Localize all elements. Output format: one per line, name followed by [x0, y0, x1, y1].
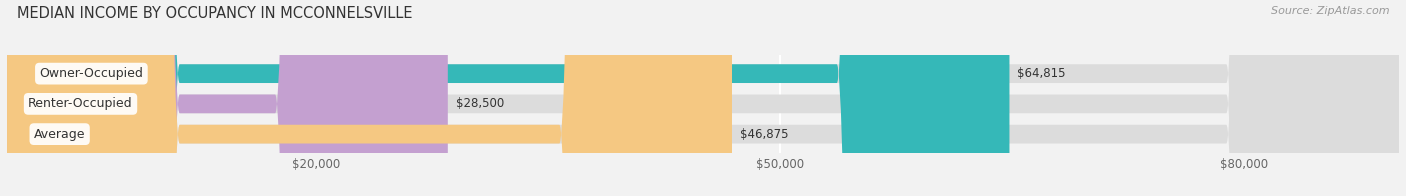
Text: Average: Average	[34, 128, 86, 141]
FancyBboxPatch shape	[7, 0, 1399, 196]
Text: $46,875: $46,875	[740, 128, 789, 141]
FancyBboxPatch shape	[7, 0, 1399, 196]
FancyBboxPatch shape	[7, 0, 447, 196]
Text: Source: ZipAtlas.com: Source: ZipAtlas.com	[1271, 6, 1389, 16]
Text: $28,500: $28,500	[456, 97, 503, 110]
FancyBboxPatch shape	[7, 0, 733, 196]
FancyBboxPatch shape	[7, 0, 1399, 196]
Text: Owner-Occupied: Owner-Occupied	[39, 67, 143, 80]
Text: Renter-Occupied: Renter-Occupied	[28, 97, 132, 110]
Text: MEDIAN INCOME BY OCCUPANCY IN MCCONNELSVILLE: MEDIAN INCOME BY OCCUPANCY IN MCCONNELSV…	[17, 6, 412, 21]
FancyBboxPatch shape	[7, 0, 1010, 196]
Text: $64,815: $64,815	[1017, 67, 1066, 80]
